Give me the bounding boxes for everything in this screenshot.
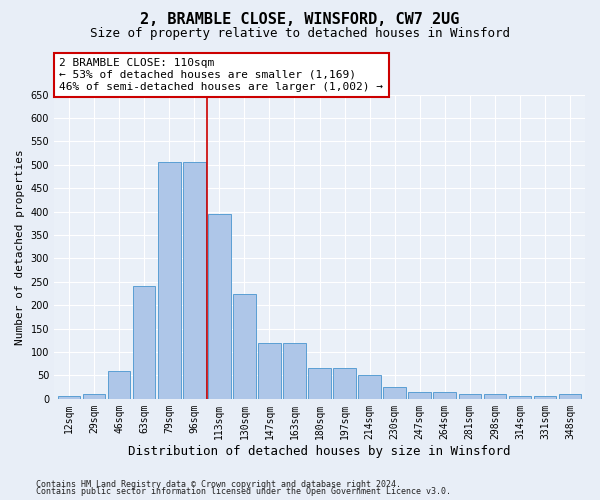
Bar [108,370,130,399]
Text: Size of property relative to detached houses in Winsford: Size of property relative to detached ho… [90,28,510,40]
Bar [458,394,481,399]
Bar [358,376,381,399]
Bar [158,162,181,399]
Text: 2 BRAMBLE CLOSE: 110sqm
← 53% of detached houses are smaller (1,169)
46% of semi: 2 BRAMBLE CLOSE: 110sqm ← 53% of detache… [59,58,383,92]
Text: Contains public sector information licensed under the Open Government Licence v3: Contains public sector information licen… [36,487,451,496]
Bar [208,214,230,399]
Bar [383,387,406,399]
Bar [83,394,106,399]
Y-axis label: Number of detached properties: Number of detached properties [15,149,25,344]
Text: Contains HM Land Registry data © Crown copyright and database right 2024.: Contains HM Land Registry data © Crown c… [36,480,401,489]
Bar [283,342,306,399]
Bar [308,368,331,399]
Bar [133,286,155,399]
Bar [484,394,506,399]
Bar [559,394,581,399]
Bar [233,294,256,399]
Bar [58,396,80,399]
Bar [509,396,531,399]
Bar [533,396,556,399]
Bar [409,392,431,399]
Bar [433,392,456,399]
Bar [333,368,356,399]
Text: 2, BRAMBLE CLOSE, WINSFORD, CW7 2UG: 2, BRAMBLE CLOSE, WINSFORD, CW7 2UG [140,12,460,28]
Bar [183,162,206,399]
Bar [258,342,281,399]
X-axis label: Distribution of detached houses by size in Winsford: Distribution of detached houses by size … [128,444,511,458]
